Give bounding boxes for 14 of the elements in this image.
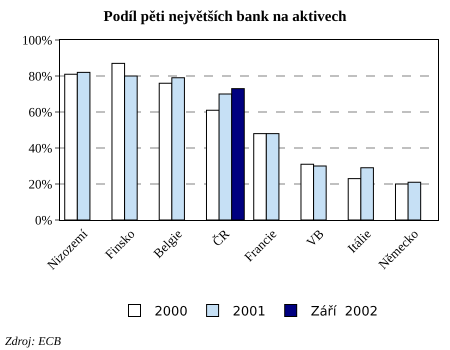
x-tick-label: VB	[303, 226, 327, 250]
text: Zdroj: ECB	[5, 334, 62, 348]
legend-label: 2001	[232, 304, 266, 320]
y-tick-label: 80%	[28, 68, 53, 84]
y-tick-label: 20%	[28, 176, 53, 192]
y-tick-label: 60%	[28, 104, 53, 120]
x-tick-label: ČR	[209, 226, 232, 250]
legend-label: Září 2002	[310, 304, 378, 320]
chart-title: Podíl pěti největších bank na aktivech	[104, 9, 348, 25]
y-tick-label: 100%	[22, 32, 53, 48]
y-tick-label: 40%	[28, 140, 53, 156]
x-tick-label: Itálie	[344, 226, 374, 256]
legend-label: 2000	[154, 304, 188, 320]
y-tick-label: 0%	[35, 212, 53, 228]
